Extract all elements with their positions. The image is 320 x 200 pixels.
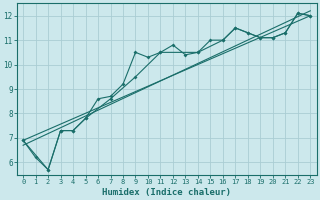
- X-axis label: Humidex (Indice chaleur): Humidex (Indice chaleur): [102, 188, 231, 197]
